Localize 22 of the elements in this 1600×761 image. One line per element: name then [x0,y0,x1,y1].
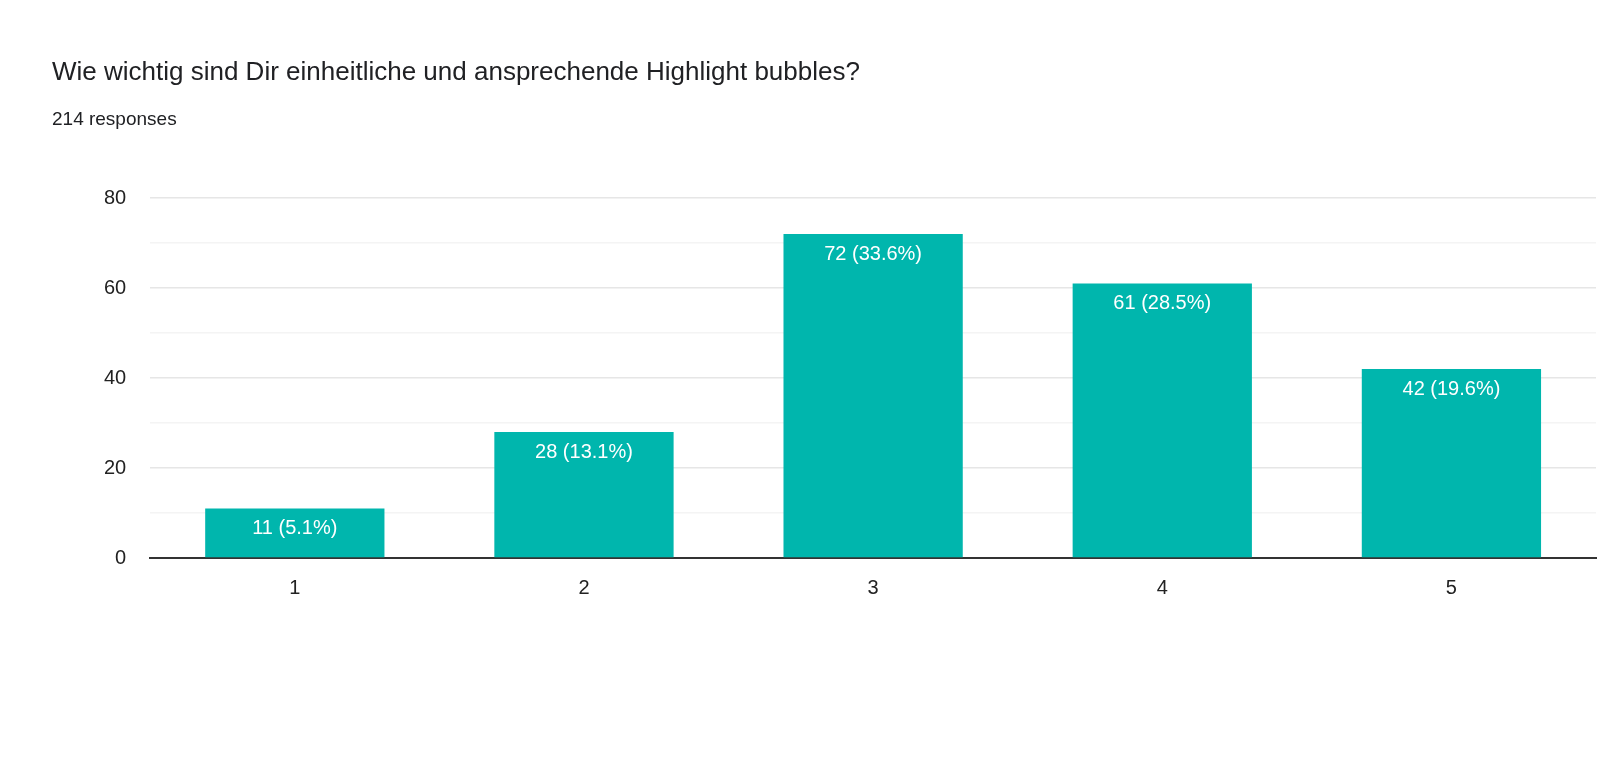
data-label: 61 (28.5%) [1113,291,1212,314]
bar [494,432,674,558]
y-tick-label: 20 [104,455,127,478]
x-tick-label: 4 [1156,575,1168,598]
data-label: 42 (19.6%) [1402,376,1501,399]
y-tick-label: 80 [104,185,127,208]
bar [783,234,963,558]
data-label: 11 (5.1%) [252,516,338,539]
y-tick-label: 40 [104,365,127,388]
data-label: 72 (33.6%) [824,241,923,264]
x-tick-label: 1 [289,575,301,598]
bar [205,508,385,558]
chart-subtitle: 214 responses [52,108,177,130]
bar [1361,369,1542,558]
x-tick-label: 3 [867,575,879,598]
y-tick-label: 60 [104,275,127,298]
chart-title: Wie wichtig sind Dir einheitliche und ansprechende Highlight bubbles? [52,56,860,87]
data-label: 28 (13.1%) [535,439,633,462]
y-tick-label: 0 [115,545,127,568]
x-tick-label: 2 [578,575,590,598]
bar [1072,283,1252,558]
x-tick-label: 5 [1445,575,1457,598]
